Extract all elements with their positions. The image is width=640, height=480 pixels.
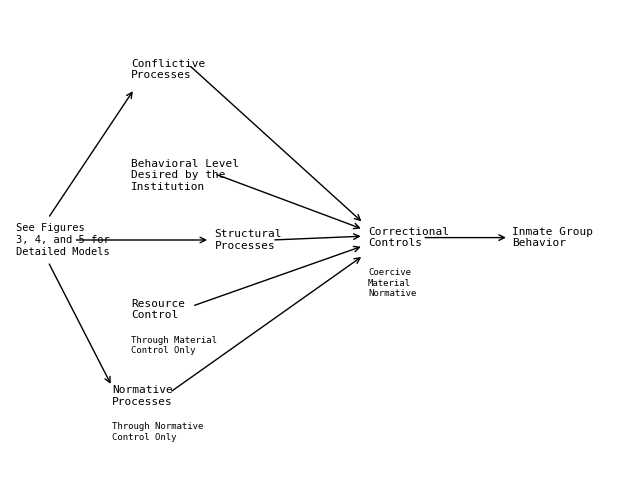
Text: Resource
Control: Resource Control [131,299,185,321]
Text: Behavioral Level
Desired by the
Institution: Behavioral Level Desired by the Institut… [131,158,239,192]
Text: Coercive
Material
Normative: Coercive Material Normative [368,268,417,298]
Text: Normative
Processes: Normative Processes [112,385,173,407]
Text: Through Material
Control Only: Through Material Control Only [131,336,217,355]
Text: Correctional
Controls: Correctional Controls [368,227,449,249]
Text: Conflictive
Processes: Conflictive Processes [131,59,205,81]
Text: See Figures
3, 4, and 5 for
Detailed Models: See Figures 3, 4, and 5 for Detailed Mod… [16,223,109,257]
Text: Through Normative
Control Only: Through Normative Control Only [112,422,204,442]
Text: Structural
Processes: Structural Processes [214,229,282,251]
Text: Inmate Group
Behavior: Inmate Group Behavior [512,227,593,249]
